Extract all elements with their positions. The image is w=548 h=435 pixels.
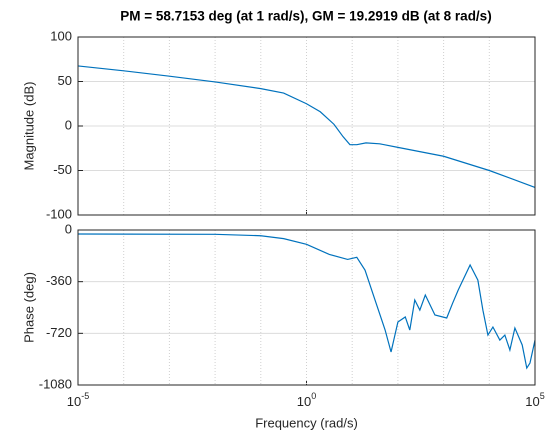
x-tick-label: 100 [297,391,316,409]
y-axis-label: Magnitude (dB) [21,82,36,171]
x-tick-exponent: 5 [540,391,545,401]
x-tick-base: 10 [67,394,81,409]
y-tick-label: -50 [53,162,72,177]
axes-frame [77,229,536,386]
y-tick-label: -100 [46,206,72,221]
x-tick-label: 10-5 [67,391,89,409]
y-tick-label: -1080 [39,376,72,391]
x-tick-exponent: 0 [311,391,316,401]
x-axis-label: Frequency (rad/s) [255,415,358,430]
x-tick-exponent: -5 [81,391,89,401]
y-tick-label: 50 [58,73,72,88]
y-tick-label: 0 [65,221,72,236]
chart-title: PM = 58.7153 deg (at 1 rad/s), GM = 19.2… [120,9,491,24]
plot-area [78,230,535,385]
y-tick-label: 0 [65,117,72,132]
data-line [77,65,536,188]
y-tick-label: -720 [46,325,72,340]
data-line [77,233,536,370]
y-tick-label: -360 [46,273,72,288]
x-tick-label: 105 [525,391,544,409]
y-tick-label: 100 [50,28,72,43]
x-tick-base: 10 [525,394,539,409]
y-axis-label: Phase (deg) [21,272,36,343]
axes-frame [77,36,536,216]
x-tick-base: 10 [297,394,311,409]
